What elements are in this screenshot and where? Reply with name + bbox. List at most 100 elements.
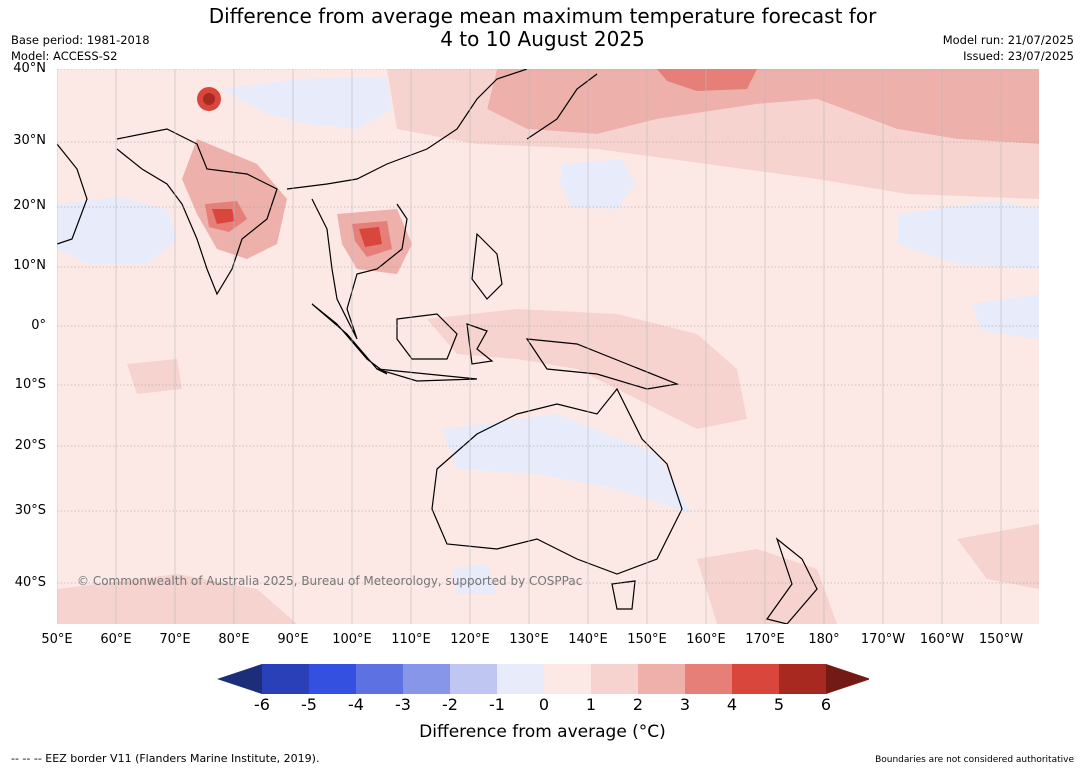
colorbar-tick-label: 1 bbox=[585, 695, 597, 714]
colorbar-segment bbox=[685, 664, 732, 694]
anomaly-region-india-hot bbox=[212, 209, 235, 224]
colorbar-tick-label: -2 bbox=[442, 695, 458, 714]
colorbar-tick-label: -1 bbox=[489, 695, 505, 714]
title-line-1: Difference from average mean maximum tem… bbox=[208, 4, 877, 28]
meta-right: Model run: 21/07/2025 Issued: 23/07/2025 bbox=[943, 32, 1074, 64]
latitude-label: 10°N bbox=[13, 258, 46, 273]
anomaly-region-tibet-cool bbox=[222, 77, 392, 129]
anomaly-region-north-light bbox=[387, 69, 1039, 199]
coastline-new-zealand bbox=[765, 537, 818, 624]
colorbar-segment bbox=[309, 664, 356, 694]
anomaly-region-north-warm bbox=[487, 69, 1039, 144]
model-run: Model run: 21/07/2025 bbox=[942, 33, 1074, 47]
colorbar-segment bbox=[356, 664, 403, 694]
colorbar-segment bbox=[262, 664, 309, 694]
longitude-label: 110°E bbox=[391, 632, 431, 647]
latitude-label: 30°S bbox=[14, 503, 46, 518]
anomaly-region-maritime-warm bbox=[427, 309, 747, 429]
coastline-japan bbox=[526, 73, 598, 140]
anomaly-region-south-ocean-warm bbox=[57, 574, 297, 624]
longitude-label: 120°E bbox=[450, 632, 490, 647]
anomaly-region-japan bbox=[657, 69, 757, 91]
anomaly-region-south-cool bbox=[452, 564, 497, 594]
eez-note: -- -- -- EEZ border V11 (Flanders Marine… bbox=[11, 752, 320, 765]
anomaly-region-australia-cool bbox=[442, 414, 692, 514]
anomaly-spot-kashmir-core bbox=[203, 93, 215, 105]
anomaly-region-tasman-warm bbox=[697, 549, 837, 624]
colorbar-segment bbox=[544, 664, 591, 694]
anomaly-region-east-pacific-cool bbox=[972, 294, 1039, 339]
longitude-label: 70°E bbox=[159, 632, 191, 647]
longitude-label: 140°E bbox=[568, 632, 608, 647]
latitude-label: 20°N bbox=[13, 198, 46, 213]
colorbar bbox=[217, 664, 869, 694]
longitude-label: 100°E bbox=[332, 632, 372, 647]
colorbar-segment bbox=[779, 664, 826, 694]
colorbar-tick-label: -3 bbox=[395, 695, 411, 714]
anomaly-region-far-south-warm bbox=[957, 524, 1039, 589]
coastline-arabia bbox=[57, 143, 88, 245]
anomaly-region-indian-ocean-warm bbox=[127, 359, 182, 394]
coastline-east-asia bbox=[286, 69, 528, 190]
anomaly-region-hawaii-cool bbox=[897, 201, 1039, 269]
longitude-label: 160°W bbox=[919, 632, 965, 647]
colorbar-segment bbox=[591, 664, 638, 694]
anomaly-map bbox=[57, 69, 1039, 624]
issued-date: Issued: 23/07/2025 bbox=[963, 49, 1074, 63]
colorbar-tick-label: 3 bbox=[679, 695, 691, 714]
longitude-label: 50°E bbox=[41, 632, 73, 647]
latitude-label: 30°N bbox=[13, 133, 46, 148]
colorbar-tick-label: -4 bbox=[348, 695, 364, 714]
colorbar-tick-label: 0 bbox=[538, 695, 550, 714]
longitude-label: 170°W bbox=[860, 632, 906, 647]
coastline-indochina bbox=[311, 198, 408, 340]
anomaly-region-indochina-hot bbox=[359, 227, 382, 247]
boundaries-note: Boundaries are not considered authoritat… bbox=[875, 755, 1074, 765]
base-period: Base period: 1981-2018 bbox=[11, 33, 150, 47]
colorbar-tick-label: -5 bbox=[301, 695, 317, 714]
copyright-watermark: © Commonwealth of Australia 2025, Bureau… bbox=[77, 574, 583, 588]
anomaly-region-arabian-cool bbox=[57, 197, 177, 264]
title-line-2: 4 to 10 August 2025 bbox=[440, 27, 645, 51]
latitude-label: 10°S bbox=[14, 377, 46, 392]
coastline-borneo bbox=[396, 313, 458, 360]
coastline-philippines bbox=[471, 232, 503, 300]
colorbar-tick-label: 2 bbox=[632, 695, 644, 714]
longitude-label: 130°E bbox=[509, 632, 549, 647]
longitude-label: 80°E bbox=[218, 632, 250, 647]
colorbar-tick-label: 6 bbox=[820, 695, 832, 714]
coastline-java bbox=[376, 368, 478, 382]
colorbar-label: Difference from average (°C) bbox=[419, 722, 666, 742]
coastline-new-guinea bbox=[525, 338, 680, 390]
latitude-label: 40°N bbox=[13, 61, 46, 76]
coastline-australia bbox=[431, 387, 683, 575]
coastlines bbox=[57, 69, 818, 624]
longitude-label: 90°E bbox=[277, 632, 309, 647]
colorbar-segment bbox=[638, 664, 685, 694]
longitude-label: 60°E bbox=[100, 632, 132, 647]
map-title: Difference from average mean maximum tem… bbox=[0, 5, 1085, 51]
longitude-label: 150°E bbox=[627, 632, 667, 647]
colorbar-tick-label: 5 bbox=[773, 695, 785, 714]
latitude-label: 0° bbox=[31, 318, 46, 333]
coastline-india bbox=[116, 128, 278, 296]
latitude-label: 40°S bbox=[14, 575, 46, 590]
longitude-label: 170°E bbox=[745, 632, 785, 647]
longitude-label: 180° bbox=[808, 632, 840, 647]
graticule bbox=[57, 69, 1039, 584]
colorbar-tick-label: 4 bbox=[726, 695, 738, 714]
colorbar-segment bbox=[497, 664, 544, 694]
colorbar-extend-low bbox=[217, 664, 262, 694]
colorbar-segment bbox=[403, 664, 450, 694]
colorbar-segment bbox=[732, 664, 779, 694]
anomaly-region-pacific-cool bbox=[560, 159, 635, 209]
longitude-label: 160°E bbox=[686, 632, 726, 647]
coastline-sumatra bbox=[311, 303, 388, 375]
colorbar-segment bbox=[450, 664, 497, 694]
latitude-label: 20°S bbox=[14, 438, 46, 453]
meridians bbox=[57, 69, 1002, 624]
coastline-sulawesi bbox=[466, 323, 494, 365]
longitude-label: 150°W bbox=[978, 632, 1024, 647]
coastline-tasmania bbox=[611, 580, 636, 610]
meta-left: Base period: 1981-2018 Model: ACCESS-S2 bbox=[11, 32, 150, 64]
